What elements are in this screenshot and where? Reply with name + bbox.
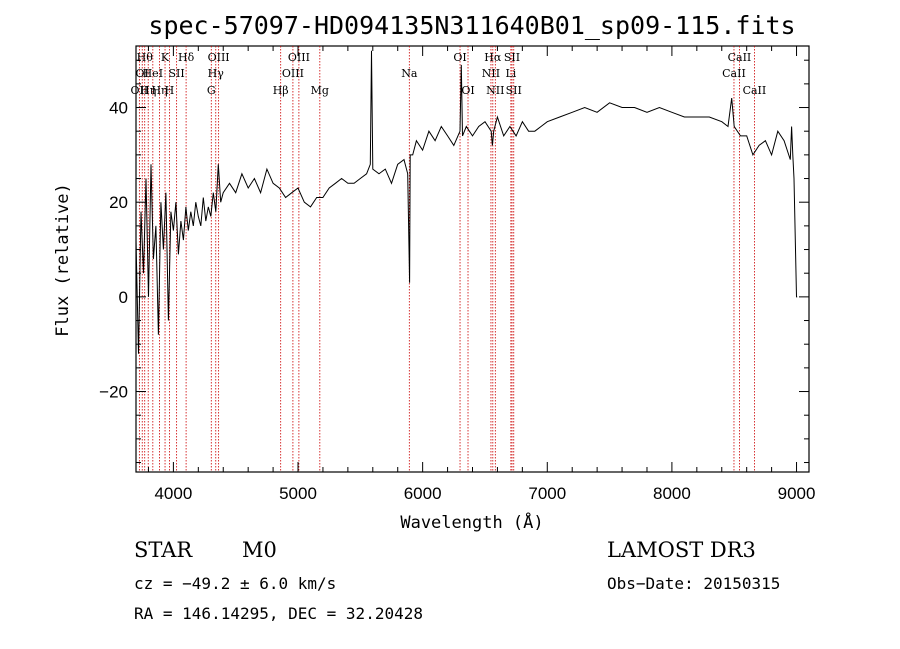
line-marker-label: Li [505, 67, 516, 80]
line-marker-label: CaII [722, 67, 746, 80]
x-tick-label: 4000 [154, 484, 192, 503]
line-marker-label: G [207, 84, 216, 97]
object-subclass: M0 [242, 538, 277, 562]
y-tick-label: 40 [109, 99, 128, 118]
line-marker-label: Hη [140, 84, 156, 97]
line-marker-labels: OII OI Hθ Hη HeI Hη K H SII Hδ G Hγ OIII Hβ OIII OIII Mg… [131, 51, 767, 97]
line-marker-label: Mg [311, 84, 329, 97]
line-marker-label: K [161, 51, 170, 64]
line-marker-label: SII [506, 84, 522, 97]
x-tick-label: 5000 [279, 484, 317, 503]
line-markers [138, 46, 755, 472]
line-marker-label: Na [401, 67, 418, 80]
line-marker-label: OIII [282, 67, 304, 80]
chart-title: spec-57097-HD094135N311640B01_sp09-115.f… [148, 11, 795, 40]
line-marker-label: H [165, 84, 175, 97]
line-marker-label: CaII [743, 84, 767, 97]
y-axis-label: Flux (relative) [53, 183, 73, 337]
line-marker-label: CaII [728, 51, 752, 64]
object-class: STAR [134, 538, 193, 562]
line-marker-label: NII [482, 67, 500, 80]
spectrum-series-line [135, 50, 798, 354]
line-marker-label: HeI [143, 67, 163, 80]
line-marker-label: NII [486, 84, 504, 97]
x-tick-label: 7000 [528, 484, 566, 503]
line-marker-label: SII [169, 67, 185, 80]
line-marker-label: Hθ [137, 51, 154, 64]
line-marker-label: Hη [151, 84, 167, 97]
line-marker-label: OII [131, 84, 149, 97]
line-marker-label: OI [136, 67, 149, 80]
coordinates: RA = 146.14295, DEC = 32.20428 [134, 604, 423, 623]
redshift-velocity: cz = −49.2 ± 6.0 km/s [134, 574, 337, 593]
series-group [135, 50, 798, 354]
line-marker-label: Hδ [178, 51, 195, 64]
y-tick-label: 20 [109, 193, 128, 212]
line-marker-label: Hα [484, 51, 502, 64]
line-marker-label: Hβ [273, 84, 289, 97]
x-axis-ticks: 4000 5000 6000 7000 8000 9000 [147, 46, 816, 503]
survey-name: LAMOST DR3 [607, 538, 756, 562]
line-marker-label: OIII [288, 51, 310, 64]
y-tick-label: −20 [99, 383, 128, 402]
line-marker-label: OIII [208, 51, 230, 64]
x-axis-label: Wavelength (Å) [400, 511, 543, 533]
observation-date: Obs−Date: 20150315 [607, 574, 781, 593]
x-tick-label: 8000 [653, 484, 691, 503]
plot-frame [135, 45, 810, 473]
line-marker-label: OI [453, 51, 466, 64]
line-marker-label: SII [504, 51, 520, 64]
x-tick-label: 9000 [778, 484, 816, 503]
y-tick-label: 0 [119, 288, 128, 307]
x-tick-label: 6000 [404, 484, 442, 503]
line-marker-label: Hγ [208, 67, 225, 80]
y-axis-ticks: −20 0 20 40 [99, 59, 809, 464]
line-marker-label: OI [461, 84, 474, 97]
